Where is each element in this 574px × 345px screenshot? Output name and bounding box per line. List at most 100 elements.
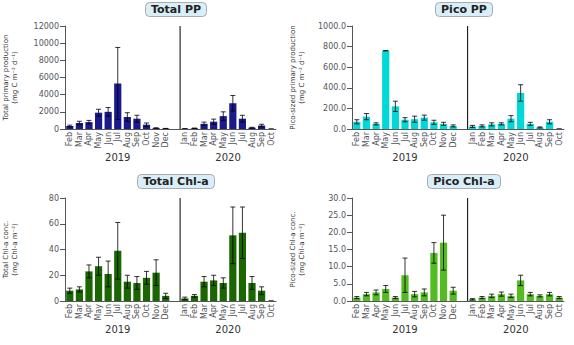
svg-text:20: 20: [49, 271, 59, 280]
svg-text:Jul: Jul: [238, 304, 247, 315]
svg-text:May: May: [94, 132, 103, 149]
svg-text:2020: 2020: [503, 152, 528, 163]
svg-text:Apr: Apr: [84, 303, 93, 318]
svg-text:(mg Chl-a m⁻²): (mg Chl-a m⁻²): [298, 223, 306, 276]
svg-text:Aug: Aug: [535, 132, 544, 148]
svg-text:Feb: Feb: [65, 132, 74, 146]
svg-text:Pico-sized primary production: Pico-sized primary production: [289, 25, 297, 129]
svg-text:Pico Chl-a: Pico Chl-a: [433, 175, 494, 188]
svg-text:2020: 2020: [215, 152, 240, 163]
svg-text:Jun: Jun: [516, 132, 525, 146]
svg-text:Feb: Feb: [352, 304, 361, 318]
svg-text:2020: 2020: [215, 324, 240, 335]
svg-text:Mar: Mar: [362, 131, 371, 147]
svg-text:0: 0: [54, 297, 59, 306]
svg-text:2019: 2019: [105, 152, 130, 163]
svg-text:Sep: Sep: [257, 132, 266, 147]
svg-text:Jul: Jul: [401, 132, 410, 143]
svg-text:Jan: Jan: [180, 304, 189, 317]
svg-text:Mar: Mar: [362, 303, 371, 319]
svg-text:Apr: Apr: [209, 303, 218, 318]
svg-text:4000: 4000: [39, 90, 59, 99]
svg-text:Jun: Jun: [104, 304, 113, 318]
svg-text:Dec: Dec: [449, 132, 458, 147]
svg-text:Sep: Sep: [545, 132, 554, 147]
svg-text:Apr: Apr: [372, 303, 381, 318]
svg-text:Feb: Feb: [190, 304, 199, 318]
svg-text:Total Chl-a conc.: Total Chl-a conc.: [2, 221, 10, 280]
svg-text:2000: 2000: [39, 107, 59, 116]
svg-text:May: May: [381, 304, 390, 321]
svg-text:(mg C m⁻² d⁻¹): (mg C m⁻² d⁻¹): [11, 51, 19, 104]
svg-text:Jul: Jul: [526, 132, 535, 143]
svg-text:Apr: Apr: [497, 131, 506, 146]
svg-text:Sep: Sep: [420, 132, 429, 147]
svg-text:6000: 6000: [39, 73, 59, 82]
svg-text:Dec: Dec: [161, 132, 170, 147]
svg-text:Sep: Sep: [132, 304, 141, 319]
svg-text:Total Chl-a: Total Chl-a: [143, 175, 209, 188]
svg-text:Jun: Jun: [391, 304, 400, 318]
svg-text:(mg Chl-a m⁻²): (mg Chl-a m⁻²): [11, 223, 19, 276]
svg-text:0.0: 0.0: [333, 125, 346, 134]
svg-text:May: May: [219, 304, 228, 321]
svg-text:Apr: Apr: [372, 131, 381, 146]
svg-text:May: May: [219, 132, 228, 149]
svg-text:Aug: Aug: [123, 132, 132, 148]
svg-text:5.0: 5.0: [333, 279, 346, 288]
svg-text:Mar: Mar: [487, 131, 496, 147]
svg-text:25.0: 25.0: [328, 211, 346, 220]
svg-text:Feb: Feb: [190, 132, 199, 146]
svg-text:Jul: Jul: [401, 304, 410, 315]
svg-text:Dec: Dec: [161, 304, 170, 319]
svg-text:Oct: Oct: [142, 132, 151, 146]
svg-text:Pico PP: Pico PP: [441, 3, 487, 16]
svg-text:Jul: Jul: [526, 304, 535, 315]
svg-text:400.0: 400.0: [323, 83, 346, 92]
svg-text:Feb: Feb: [478, 132, 487, 146]
svg-text:60: 60: [49, 219, 59, 228]
svg-text:Aug: Aug: [248, 304, 257, 320]
svg-text:Mar: Mar: [200, 131, 209, 147]
svg-text:Sep: Sep: [420, 304, 429, 319]
svg-text:Oct: Oct: [429, 132, 438, 146]
svg-text:Feb: Feb: [65, 304, 74, 318]
svg-text:Jul: Jul: [113, 132, 122, 143]
svg-text:200.0: 200.0: [323, 104, 346, 113]
svg-text:Nov: Nov: [152, 304, 161, 320]
svg-text:Jan: Jan: [468, 304, 477, 317]
svg-text:Oct: Oct: [555, 304, 564, 318]
svg-text:Jun: Jun: [104, 132, 113, 146]
svg-text:1000.0: 1000.0: [318, 22, 346, 31]
svg-text:80: 80: [49, 194, 59, 203]
svg-text:Nov: Nov: [439, 304, 448, 320]
svg-text:Oct: Oct: [267, 132, 276, 146]
svg-text:10.0: 10.0: [328, 262, 346, 271]
svg-text:Aug: Aug: [123, 304, 132, 320]
svg-text:Mar: Mar: [75, 303, 84, 319]
svg-text:Oct: Oct: [429, 304, 438, 318]
svg-text:Feb: Feb: [352, 132, 361, 146]
svg-text:2019: 2019: [392, 152, 417, 163]
svg-text:2020: 2020: [503, 324, 528, 335]
svg-text:Apr: Apr: [84, 131, 93, 146]
svg-text:Sep: Sep: [545, 304, 554, 319]
svg-text:Jul: Jul: [238, 132, 247, 143]
svg-text:Total PP: Total PP: [151, 3, 201, 16]
svg-text:Oct: Oct: [555, 132, 564, 146]
svg-text:15.0: 15.0: [328, 245, 346, 254]
svg-text:(mg C m⁻² d⁻¹): (mg C m⁻² d⁻¹): [298, 51, 306, 104]
svg-text:Pico-sized Chl-a conc.: Pico-sized Chl-a conc.: [289, 212, 297, 288]
svg-text:May: May: [94, 304, 103, 321]
svg-text:600.0: 600.0: [323, 63, 346, 72]
svg-text:Sep: Sep: [132, 132, 141, 147]
svg-text:12000: 12000: [34, 22, 59, 31]
svg-text:May: May: [507, 132, 516, 149]
svg-text:Mar: Mar: [487, 303, 496, 319]
svg-text:Jun: Jun: [228, 304, 237, 318]
svg-text:Jun: Jun: [391, 132, 400, 146]
svg-text:Aug: Aug: [410, 304, 419, 320]
svg-text:Total primary production: Total primary production: [2, 35, 10, 122]
svg-text:Feb: Feb: [478, 304, 487, 318]
svg-text:20.0: 20.0: [328, 228, 346, 237]
